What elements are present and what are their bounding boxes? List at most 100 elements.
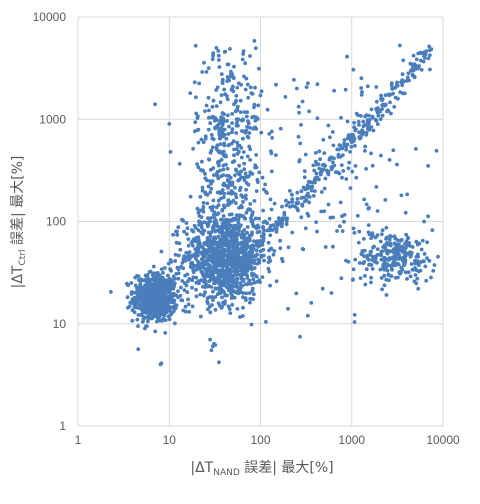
- scatter-point: [157, 302, 162, 307]
- scatter-point: [314, 220, 318, 225]
- scatter-point: [261, 253, 266, 258]
- scatter-point: [275, 221, 279, 226]
- scatter-point: [436, 254, 440, 259]
- scatter-point: [389, 81, 394, 85]
- scatter-point: [269, 207, 274, 212]
- scatter-point: [213, 343, 218, 347]
- scatter-point: [379, 249, 384, 254]
- scatter-point: [352, 231, 357, 235]
- scatter-point: [234, 213, 239, 218]
- scatter-point: [211, 298, 215, 302]
- scatter-point: [211, 204, 215, 209]
- scatter-point: [386, 242, 391, 247]
- scatter-point: [221, 254, 226, 259]
- scatter-point: [270, 136, 274, 140]
- scatter-point: [247, 280, 251, 285]
- scatter-point: [406, 270, 411, 275]
- scatter-point: [264, 319, 268, 324]
- scatter-point: [176, 225, 181, 230]
- scatter-point: [322, 151, 327, 156]
- scatter-point: [209, 230, 214, 235]
- scatter-point: [311, 180, 316, 185]
- scatter-point: [226, 278, 231, 283]
- scatter-point: [276, 216, 281, 221]
- scatter-point: [151, 309, 156, 313]
- scatter-point: [195, 162, 200, 167]
- scatter-point: [244, 76, 249, 81]
- scatter-point: [210, 104, 215, 109]
- scatter-point: [168, 258, 173, 262]
- scatter-point: [350, 132, 355, 137]
- scatter-point: [380, 287, 384, 292]
- scatter-point: [227, 124, 231, 129]
- scatter-point: [227, 267, 232, 272]
- scatter-point: [311, 194, 316, 198]
- scatter-point: [186, 237, 191, 242]
- scatter-point: [268, 197, 273, 202]
- scatter-point: [191, 275, 196, 280]
- scatter-point: [411, 68, 416, 73]
- scatter-point: [174, 240, 179, 245]
- scatter-point: [214, 205, 219, 210]
- scatter-point: [242, 245, 247, 249]
- scatter-point: [233, 201, 238, 206]
- scatter-point: [254, 126, 259, 131]
- scatter-point: [392, 105, 397, 109]
- scatter-point: [216, 262, 221, 267]
- scatter-point: [330, 160, 335, 165]
- scatter-point: [190, 304, 195, 309]
- scatter-point: [173, 276, 177, 281]
- scatter-point: [397, 253, 402, 257]
- scatter-point: [233, 290, 237, 294]
- scatter-point: [361, 124, 366, 129]
- scatter-point: [267, 269, 272, 274]
- scatter-point: [216, 49, 221, 53]
- scatter-point: [173, 259, 178, 263]
- scatter-point: [265, 107, 270, 112]
- scatter-point: [169, 300, 173, 305]
- scatter-point: [242, 239, 247, 243]
- scatter-point: [191, 146, 196, 151]
- scatter-point: [384, 225, 389, 230]
- scatter-point: [406, 236, 410, 241]
- scatter-point: [363, 282, 368, 287]
- scatter-point: [202, 60, 206, 65]
- scatter-point: [244, 187, 249, 192]
- scatter-point: [196, 165, 201, 170]
- scatter-point: [161, 277, 166, 282]
- scatter-point: [257, 66, 261, 71]
- scatter-point: [176, 276, 181, 281]
- scatter-point: [226, 191, 231, 196]
- scatter-point: [259, 253, 263, 258]
- scatter-point: [142, 302, 147, 307]
- scatter-point: [355, 213, 360, 218]
- scatter-point: [242, 233, 247, 238]
- scatter-point: [197, 223, 202, 227]
- scatter-point: [284, 222, 289, 227]
- scatter-point: [352, 313, 357, 317]
- scatter-point: [140, 293, 145, 298]
- scatter-point: [380, 232, 384, 237]
- y-tick-label: 10: [53, 317, 67, 331]
- scatter-point: [236, 171, 241, 176]
- scatter-point: [302, 169, 307, 174]
- scatter-point: [181, 308, 186, 313]
- scatter-point: [323, 176, 328, 181]
- scatter-point: [414, 239, 419, 244]
- scatter-point: [386, 109, 391, 113]
- scatter-point: [253, 118, 258, 123]
- scatter-point: [361, 237, 366, 241]
- scatter-point: [329, 167, 334, 172]
- scatter-point: [220, 77, 225, 82]
- scatter-point: [212, 173, 216, 178]
- scatter-point: [425, 256, 429, 261]
- scatter-point: [359, 93, 364, 97]
- scatter-point: [201, 284, 205, 289]
- scatter-point: [176, 289, 180, 294]
- scatter-point: [366, 206, 371, 211]
- scatter-point: [239, 235, 244, 240]
- scatter-point: [248, 85, 253, 90]
- scatter-point: [354, 127, 358, 132]
- scatter-point: [201, 293, 206, 298]
- scatter-point: [244, 210, 249, 215]
